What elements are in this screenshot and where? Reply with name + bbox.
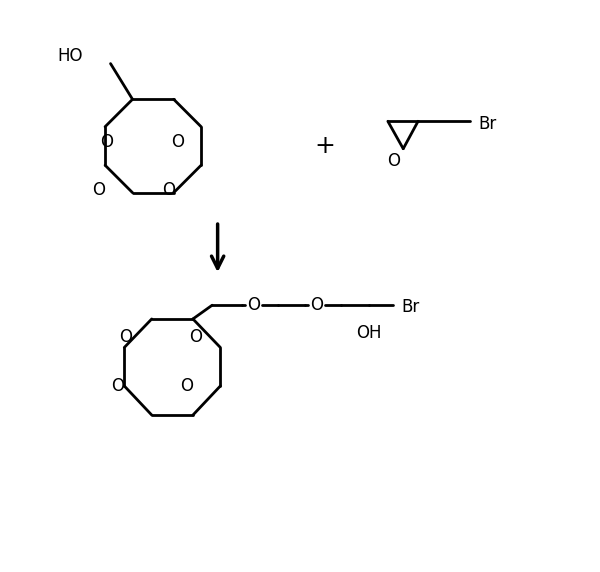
Text: Br: Br <box>478 115 497 133</box>
Text: O: O <box>162 181 175 199</box>
Text: +: + <box>314 134 335 158</box>
Text: O: O <box>189 328 202 345</box>
Text: O: O <box>92 181 105 199</box>
Text: HO: HO <box>58 47 83 65</box>
Text: O: O <box>247 296 260 314</box>
Text: O: O <box>387 152 400 170</box>
Text: O: O <box>180 377 193 395</box>
Text: O: O <box>119 328 133 345</box>
Text: Br: Br <box>401 298 420 316</box>
Text: O: O <box>172 133 185 151</box>
Text: OH: OH <box>356 324 382 341</box>
Text: O: O <box>100 133 113 151</box>
Text: O: O <box>310 296 323 314</box>
Text: O: O <box>111 377 124 395</box>
